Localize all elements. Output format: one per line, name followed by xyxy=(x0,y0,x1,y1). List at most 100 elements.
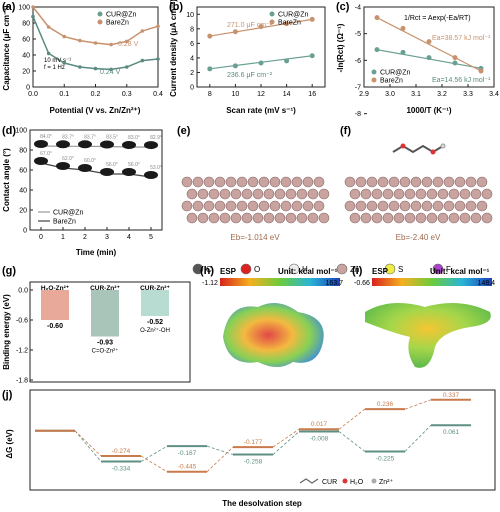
data-point xyxy=(46,51,51,56)
panel-g-frame xyxy=(29,281,191,383)
atom-legend-marker xyxy=(240,263,252,275)
data-point xyxy=(207,33,213,39)
panel-a-y-ticks: 0 20 40 60 80 100 xyxy=(18,5,36,92)
x-tick-label: 10 xyxy=(232,91,240,98)
energy-value: -0.177 xyxy=(244,439,263,446)
connector xyxy=(206,446,234,473)
zn-atom xyxy=(459,212,471,224)
zn-atom xyxy=(388,200,400,212)
legend-marker-cur xyxy=(371,69,377,75)
zn-atom xyxy=(382,212,394,224)
legend-marker-bare xyxy=(371,77,377,83)
zn-atom xyxy=(415,212,427,224)
y-tick-label: 40 xyxy=(22,53,30,60)
zn-atom xyxy=(307,188,319,200)
zn-atom xyxy=(393,188,405,200)
y-tick-label: 6 xyxy=(190,41,194,48)
zn-atom xyxy=(377,176,389,188)
zn-atom xyxy=(296,188,308,200)
panel-c-legend-cur: CUR@Zn xyxy=(380,70,411,77)
atom-legend-marker xyxy=(432,263,444,275)
droplet-icon xyxy=(100,140,114,149)
panel-c-series xyxy=(374,15,484,74)
zn-atom xyxy=(214,176,226,188)
zn-atom xyxy=(377,200,389,212)
panel-d-y-ticks: 0 20 40 60 80 100 xyxy=(15,128,33,235)
bar-header: H₂O-Zn²⁺ xyxy=(41,285,70,292)
data-point xyxy=(109,67,113,72)
zn-atom xyxy=(280,200,292,212)
panel-c-xlabel: 1000/T (K⁻¹) xyxy=(406,106,451,115)
x-tick-label: 16 xyxy=(308,91,316,98)
y-tick-label: 0.0 xyxy=(18,288,28,295)
zn-atom xyxy=(366,176,378,188)
panel-i: (i) ESP Unit: kcal mol⁻¹ -0.66 148.4 xyxy=(352,265,495,368)
zn-atom xyxy=(318,212,330,224)
data-point xyxy=(62,34,67,39)
panel-a: (a) 0 20 40 60 80 100 0.0 0.1 0.2 0.3 0.4 Potenti… xyxy=(2,1,163,115)
zn-atom xyxy=(197,188,209,200)
zn-atom xyxy=(291,200,303,212)
zn-atom xyxy=(432,176,444,188)
energy-value: 0.017 xyxy=(311,421,328,428)
zn-atom xyxy=(476,176,488,188)
zn-atom xyxy=(382,188,394,200)
zn-atom xyxy=(421,176,433,188)
zn-atom xyxy=(192,200,204,212)
connector xyxy=(404,399,432,410)
zn-atom xyxy=(465,176,477,188)
connector xyxy=(140,445,168,462)
water-icon xyxy=(342,478,348,484)
zn-atom xyxy=(236,176,248,188)
panel-c-y-ticks: -8 -7 -6 -5 -4 xyxy=(355,5,367,118)
panel-j-series: -0.334 -0.167 -0.258 -0.008 -0.225 0.061 -0.27… xyxy=(35,392,471,473)
panel-e-energy: Eb=-1.014 eV xyxy=(230,233,280,242)
data-point xyxy=(109,42,113,47)
zn-atom xyxy=(388,176,400,188)
atom-legend-marker xyxy=(288,263,300,275)
data-point xyxy=(309,16,315,22)
panel-j: (j) -0.334-0.167-0.258-0.008-0.2250.061-… xyxy=(2,389,496,508)
x-tick-label: 0 xyxy=(39,234,43,241)
bar-header: CUR-Zn²⁺ xyxy=(140,285,170,292)
panel-c-equation: 1/Rct = Aexp(-Ea/RT) xyxy=(404,15,471,22)
panel-d-angle-labels: 84.0° 83.7° 83.7° 83.5° 83.0° 82.9° 67.0° 62.0°… xyxy=(40,134,162,171)
zn-atom xyxy=(360,212,372,224)
panel-a-ylabel: Capacitance (μF cm⁻²) xyxy=(2,5,11,90)
angle-label: 83.0° xyxy=(128,135,140,141)
legend-marker-cur xyxy=(269,11,275,17)
x-tick-label: 3.4 xyxy=(489,91,499,98)
panel-b-y-ticks: 0 2 4 6 8 10 xyxy=(186,12,200,92)
zn-atom xyxy=(302,176,314,188)
zn-atom xyxy=(181,200,193,212)
bar-note: O-Zn²⁺-OH xyxy=(140,327,170,334)
zn-atom xyxy=(443,200,455,212)
y-tick-label: 2 xyxy=(190,70,194,77)
zn-atom xyxy=(410,200,422,212)
data-point xyxy=(78,65,82,69)
panel-d-ylabel: Contact angle (°) xyxy=(2,148,11,212)
zn-atom xyxy=(426,188,438,200)
data-point xyxy=(374,15,380,21)
zn-atom xyxy=(307,212,319,224)
panel-d-legend-bare: BareZn xyxy=(53,219,76,226)
zn-atom xyxy=(344,176,356,188)
connector xyxy=(206,445,234,455)
atom-legend-label: S xyxy=(398,265,403,274)
zn-atom xyxy=(393,212,405,224)
zn-atom xyxy=(302,200,314,212)
bar xyxy=(91,290,119,337)
energy-value: 0.337 xyxy=(443,392,460,399)
data-point xyxy=(232,29,238,35)
zn-atom xyxy=(269,200,281,212)
x-tick-label: 5 xyxy=(149,234,153,241)
zn-atom xyxy=(258,200,270,212)
connector xyxy=(74,430,102,462)
panel-g-label: (g) xyxy=(2,265,16,277)
energy-value: 0.236 xyxy=(377,401,394,408)
angle-label: 56.0° xyxy=(128,162,140,168)
zn-atom xyxy=(225,200,237,212)
y-tick-label: 20 xyxy=(22,69,30,76)
atom-legend-label: O xyxy=(254,265,260,274)
panel-j-label: (j) xyxy=(2,389,13,401)
